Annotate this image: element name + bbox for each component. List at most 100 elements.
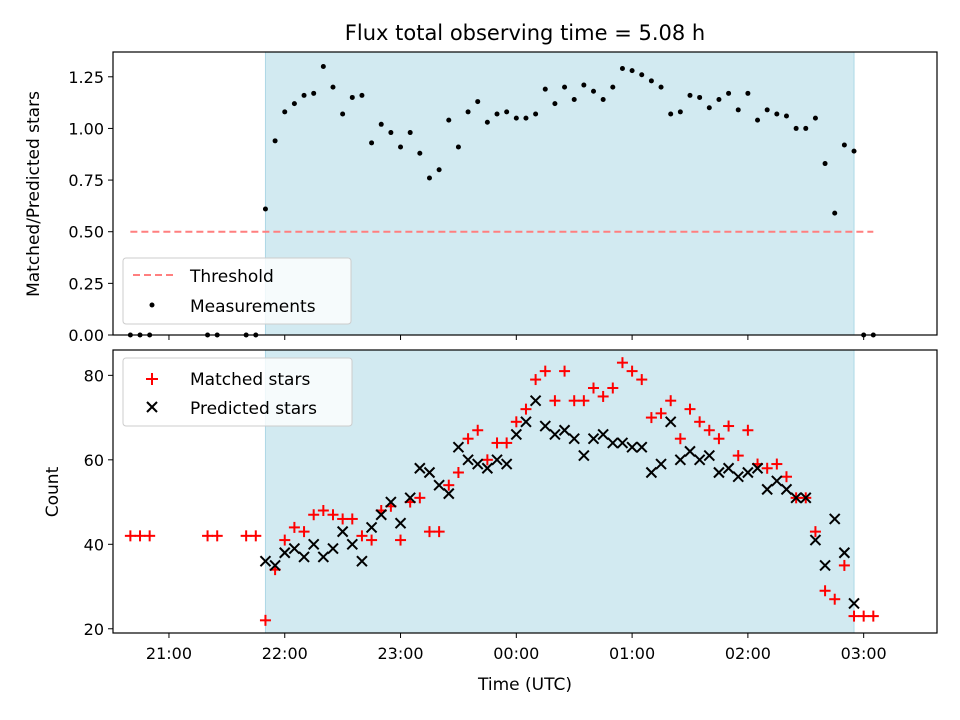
- matched-stars-point: [308, 509, 320, 521]
- measurement-point: [513, 115, 519, 121]
- predicted-stars-point: [607, 437, 619, 449]
- predicted-stars-point: [394, 517, 407, 529]
- y-tick-label: 60: [84, 451, 104, 470]
- predicted-stars-point: [732, 471, 744, 483]
- predicted-stars-point: [838, 547, 851, 559]
- matched-stars-point: [366, 534, 378, 546]
- matched-stars-point: [520, 403, 532, 415]
- predicted-stars-point: [819, 559, 831, 572]
- measurement-point: [523, 115, 529, 121]
- measurement-point: [484, 119, 490, 125]
- measurement-point: [340, 111, 346, 117]
- matched-stars-point: [250, 530, 262, 542]
- y-tick-label: 0.50: [68, 223, 104, 242]
- matched-stars-point: [202, 530, 214, 542]
- matched-stars-point: [452, 466, 464, 478]
- measurement-point: [783, 113, 789, 119]
- predicted-stars-point: [443, 487, 455, 500]
- matched-stars-point: [655, 407, 667, 419]
- measurement-point: [301, 92, 307, 98]
- measurement-point: [735, 107, 741, 113]
- measurement-point: [504, 109, 510, 115]
- predicted-stars-point: [356, 555, 368, 567]
- matched-stars-point: [337, 513, 349, 525]
- matched-stars-point: [481, 454, 493, 466]
- measurement-point: [591, 88, 597, 94]
- predicted-stars-point: [809, 534, 822, 546]
- y-tick-label: 1.25: [68, 68, 104, 87]
- matched-stars-point: [530, 374, 542, 386]
- predicted-stars-point: [568, 432, 580, 445]
- measurement-point: [803, 125, 809, 131]
- predicted-stars-point: [452, 441, 465, 453]
- matched-stars-point: [732, 450, 744, 462]
- measurement-point: [697, 94, 703, 100]
- axes-frame: [112, 51, 938, 336]
- x-tick-label: 00:00: [493, 644, 539, 663]
- measurement-point: [272, 138, 278, 144]
- measurement-point: [600, 97, 606, 103]
- measurement-point: [562, 84, 568, 90]
- matched-stars-point: [761, 462, 773, 474]
- predicted-stars-point: [539, 420, 551, 432]
- matched-stars-point: [472, 424, 484, 436]
- axes-frame: [112, 349, 938, 634]
- matched-stars-point: [819, 585, 831, 597]
- matched-stars-point: [288, 521, 300, 533]
- matched-stars-point: [858, 610, 870, 622]
- measurement-point: [542, 86, 548, 92]
- matched-stars-point: [298, 526, 310, 538]
- measurement-point: [320, 63, 326, 69]
- legend-top: Threshold Measurements: [122, 257, 352, 325]
- measurement-point: [677, 109, 683, 115]
- measurement-point: [552, 101, 558, 107]
- y-tick-label: 0.25: [68, 274, 104, 293]
- predicted-stars-point: [655, 458, 667, 470]
- matched-stars-point: [356, 530, 368, 542]
- predicted-stars-point: [346, 538, 358, 551]
- predicted-stars-point: [414, 462, 426, 474]
- measurement-point: [417, 150, 423, 156]
- matched-stars-point: [501, 437, 513, 449]
- matched-stars-point: [607, 382, 619, 394]
- matched-stars-point: [694, 416, 706, 428]
- matched-stars-point: [211, 530, 223, 542]
- predicted-stars-point: [279, 547, 291, 559]
- predicted-stars-point: [636, 441, 648, 453]
- predicted-stars-point: [529, 394, 542, 407]
- predicted-stars-point: [404, 492, 416, 504]
- legend-bottom-box: [122, 357, 353, 427]
- measurement-point: [475, 99, 481, 105]
- predicted-stars-point: [587, 432, 600, 445]
- measurement-point: [774, 111, 780, 117]
- predicted-stars-point: [433, 479, 445, 491]
- y-tick-label: 0.75: [68, 171, 104, 190]
- matched-stars-point: [713, 433, 725, 445]
- matched-stars-point: [703, 424, 715, 436]
- bottom-panel: 20 40 60 80: [84, 349, 938, 639]
- legend-matched-label: Matched stars: [190, 370, 310, 390]
- predicted-stars-point: [481, 462, 494, 474]
- measurement-point: [349, 94, 355, 100]
- x-tick-label: 01:00: [609, 644, 655, 663]
- matched-stars-point: [867, 610, 879, 622]
- matched-stars-point: [317, 505, 329, 517]
- measurement-point: [311, 90, 317, 96]
- predicted-stars-point: [423, 466, 436, 479]
- predicted-stars-point: [327, 542, 339, 555]
- measurement-point: [465, 109, 471, 115]
- bottom-panel-x-ticks: 21:00 22:00 23:00 00:00 01:00 02:00 03:00: [146, 633, 887, 663]
- measurement-point: [639, 72, 645, 78]
- measurement-point: [812, 115, 818, 121]
- predicted-stars-point: [549, 428, 561, 441]
- predicted-stars-point: [751, 462, 764, 474]
- predicted-stars-point: [578, 449, 590, 462]
- measurement-point: [291, 101, 297, 107]
- y-axis-label-bottom: Count: [43, 466, 63, 517]
- predicted-stars-point: [645, 466, 658, 479]
- x-tick-label: 02:00: [725, 644, 771, 663]
- predicted-stars-point: [269, 559, 281, 572]
- matched-stars-point: [433, 526, 445, 538]
- predicted-stars-point: [317, 551, 330, 563]
- measurement-point: [455, 144, 461, 150]
